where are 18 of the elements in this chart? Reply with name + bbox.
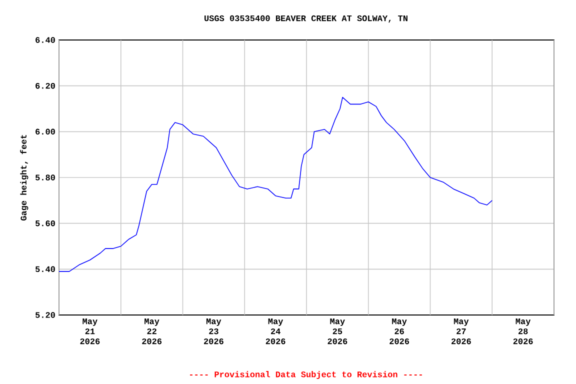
- x-tick-label: May 25 2026: [328, 318, 348, 344]
- x-tick-label: May 26 2026: [390, 318, 410, 344]
- text: ---- Provisional Data Subject to Revision ----: [190, 371, 422, 379]
- y-tick-label: 5.40: [36, 266, 55, 272]
- x-tick-label: May 28 2026: [513, 318, 533, 344]
- y-tick-label: 6.00: [36, 128, 55, 135]
- y-tick-label: 6.20: [36, 82, 55, 89]
- x-tick-label: May 24 2026: [266, 318, 286, 344]
- x-tick-label: May 21 2026: [80, 318, 100, 344]
- chart-title: USGS 03535400 BEAVER CREEK AT SOLWAY, TN: [204, 15, 408, 23]
- y-axis-title: Gage height, feet: [20, 134, 28, 221]
- x-tick-label: May 27 2026: [452, 318, 471, 344]
- y-tick-label: 6.40: [36, 37, 55, 43]
- y-tick-label: 5.20: [36, 312, 55, 318]
- x-tick-label: May 23 2026: [204, 318, 224, 344]
- y-tick-label: 5.80: [36, 174, 55, 180]
- y-tick-label: 5.60: [36, 220, 55, 226]
- x-tick-label: May 22 2026: [142, 318, 162, 344]
